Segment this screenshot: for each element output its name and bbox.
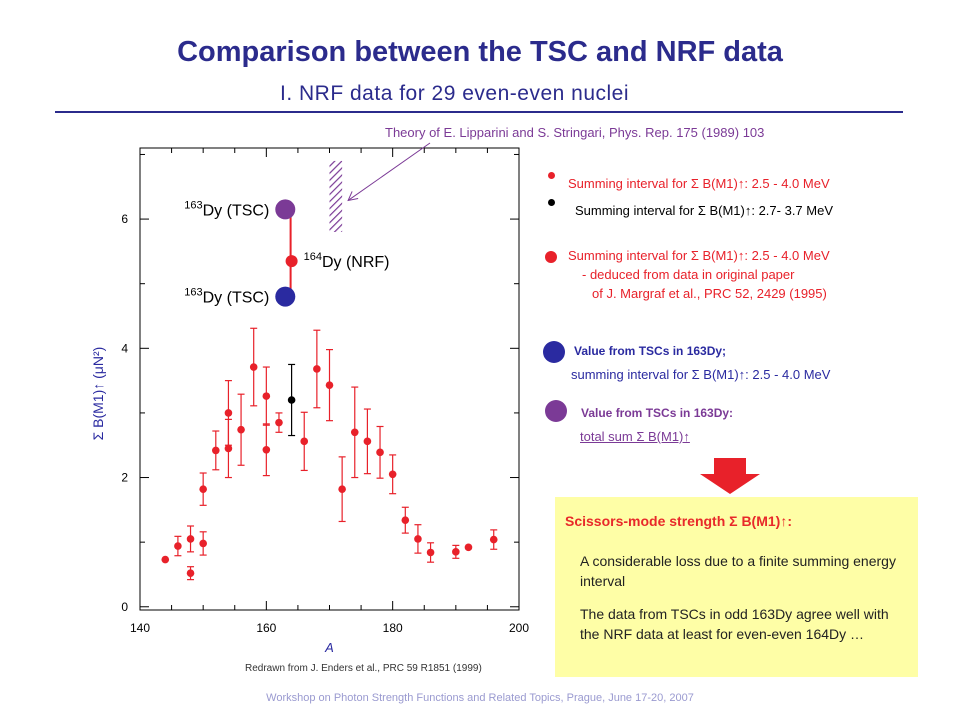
data-point [161, 555, 170, 564]
figure-credit: Redrawn from J. Enders et al., PRC 59 R1… [245, 663, 482, 674]
callout-arrowhead [347, 191, 359, 202]
x-tick-label: 160 [256, 621, 276, 635]
page-subtitle: I. NRF data for 29 even-even nuclei [280, 82, 630, 105]
y-tick-label: 4 [121, 341, 128, 355]
data-point [199, 485, 207, 493]
data-point [224, 444, 233, 453]
title-divider [55, 111, 903, 113]
point-label: 164Dy (NRF) [304, 251, 390, 271]
data-point [237, 425, 245, 434]
data-point [275, 286, 296, 307]
down-arrow-icon [700, 458, 760, 494]
data-point [313, 365, 321, 373]
data-point [262, 392, 271, 400]
data-point [186, 569, 195, 577]
data-point [212, 446, 220, 455]
y-tick-label: 2 [121, 471, 128, 485]
conclusion-title: Scissors-mode strength Σ B(M1)↑: [565, 513, 792, 529]
x-tick-label: 200 [509, 621, 529, 635]
y-tick-label: 0 [121, 600, 128, 614]
legend-marker-red [545, 251, 557, 263]
y-tick-label: 6 [121, 212, 128, 226]
y-axis-label: Σ B(M1)↑ (μN²) [90, 347, 106, 441]
footer: Workshop on Photon Strength Functions an… [266, 692, 694, 704]
data-point [174, 542, 182, 550]
data-point [401, 516, 410, 524]
data-point [325, 381, 334, 389]
legend-entry-2: Summing interval for Σ B(M1)↑: 2.7- 3.7 … [575, 203, 834, 218]
data-point [199, 539, 207, 548]
legend-entry-3: Summing interval for Σ B(M1)↑: 2.5 - 4.0… [568, 248, 830, 263]
x-tick-label: 180 [383, 621, 403, 635]
legend-entry-3-note-1: - deduced from data in original paper [582, 267, 795, 282]
axis-ticks [139, 148, 520, 610]
data-point [275, 199, 296, 220]
page-title: Comparison between the TSC and NRF data [177, 36, 783, 68]
legend-marker-black [548, 199, 555, 206]
legend-marker-purple [545, 400, 567, 422]
legend-entry-4-line-1: Value from TSCs in 163Dy; [574, 344, 727, 358]
x-tick-label: 140 [130, 621, 150, 635]
data-points: 164Dy (NRF) 163Dy (TSC) 163Dy (TSC) [161, 199, 498, 581]
conclusion-point-2: The data from TSCs in odd 163Dy agree we… [580, 606, 889, 642]
legend-entry-5-line-2: total sum Σ B(M1)↑ [580, 429, 690, 444]
data-point [426, 548, 435, 557]
legend-entry-1: Summing interval for Σ B(M1)↑: 2.5 - 4.0… [568, 176, 830, 191]
data-point [452, 548, 460, 556]
legend-marker-blue [543, 341, 565, 363]
theory-callout [347, 142, 431, 202]
data-point [186, 535, 195, 543]
legend-entry-3-note-2: of J. Margraf et al., PRC 52, 2429 (1995… [592, 286, 827, 301]
theory-band-hatch [329, 160, 343, 232]
point-label: 163Dy (TSC) [184, 199, 269, 219]
legend-marker-red-small [548, 172, 555, 179]
data-point [338, 485, 346, 493]
data-point [350, 428, 359, 437]
data-point [376, 448, 384, 457]
data-point [388, 470, 397, 479]
conclusion-box [555, 497, 918, 677]
callout-line [347, 142, 431, 201]
x-axis-label: A [324, 640, 334, 655]
data-point [414, 535, 422, 543]
data-point [489, 535, 498, 544]
legend-entry-5-line-1: Value from TSCs in 163Dy: [581, 406, 734, 420]
data-point [262, 445, 271, 454]
legend-entry-4-line-2: summing interval for Σ B(M1)↑: 2.5 - 4.0… [571, 367, 831, 382]
data-point [363, 437, 372, 446]
data-point [300, 437, 309, 446]
conclusion-point-1: A considerable loss due to a finite summ… [580, 553, 896, 589]
data-point [275, 418, 283, 427]
data-point [285, 255, 298, 268]
axis-labels: 140 160 180 200 0 2 4 6 A Σ B(M1)↑ (μN²) [90, 212, 529, 655]
theory-note: Theory of E. Lipparini and S. Stringari,… [385, 125, 765, 140]
data-point [287, 396, 296, 404]
data-point [249, 363, 258, 371]
theory-band [329, 160, 343, 232]
data-point [464, 543, 473, 552]
point-label: 163Dy (TSC) [184, 287, 269, 307]
data-point [224, 409, 233, 417]
